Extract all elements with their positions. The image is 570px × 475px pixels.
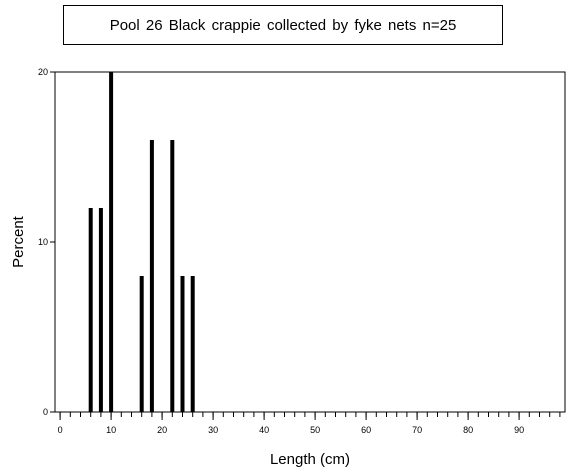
- bar-24cm: [180, 276, 185, 412]
- bar-8cm: [98, 208, 103, 412]
- x-tick-label: 70: [412, 425, 422, 435]
- bar-22cm: [170, 140, 175, 412]
- bar-16cm: [139, 276, 144, 412]
- plot-frame: [54, 71, 566, 413]
- y-tick-label: 20: [38, 67, 48, 77]
- x-minor-ticks: [59, 412, 561, 417]
- x-tick-label: 20: [157, 425, 167, 435]
- bar-6cm: [88, 208, 93, 412]
- chart-title-box: Pool 26 Black crappie collected by fyke …: [63, 5, 503, 45]
- x-tick-label: 40: [259, 425, 269, 435]
- bar-26cm: [190, 276, 195, 412]
- x-tick-label: 0: [58, 425, 63, 435]
- x-tick-label: 50: [310, 425, 320, 435]
- x-axis-ticks: 0 10 20 30 40 50 60 70 80 90: [58, 412, 524, 435]
- y-axis-label: Percent: [10, 215, 27, 268]
- x-axis-label: Length (cm): [270, 451, 350, 468]
- y-axis-ticks: 0 10 20: [38, 67, 55, 417]
- y-tick-label: 10: [38, 237, 48, 247]
- x-tick-label: 10: [106, 425, 116, 435]
- x-tick-label: 90: [514, 425, 524, 435]
- bar-18cm: [149, 140, 154, 412]
- y-tick-label: 0: [43, 407, 48, 417]
- bar-10cm: [109, 72, 114, 412]
- chart-title: Pool 26 Black crappie collected by fyke …: [109, 16, 457, 34]
- x-tick-label: 60: [361, 425, 371, 435]
- bars-group: [88, 72, 195, 412]
- x-tick-label: 30: [208, 425, 218, 435]
- x-tick-label: 80: [463, 425, 473, 435]
